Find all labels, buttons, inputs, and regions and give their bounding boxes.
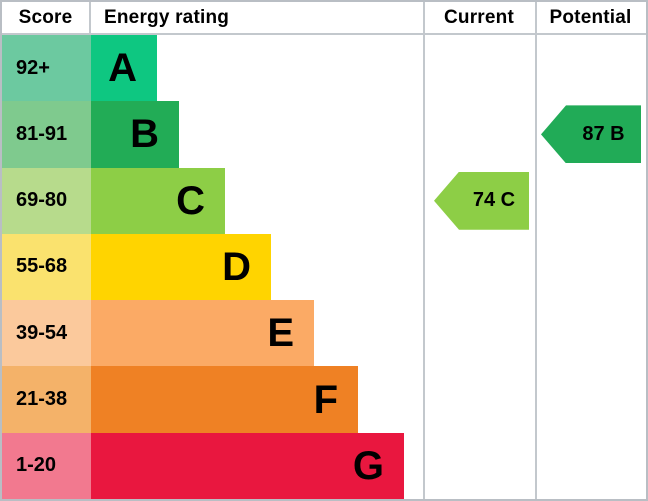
band-row-d: 55-68 D bbox=[2, 233, 646, 301]
potential-rating-label: 87 B bbox=[582, 122, 625, 145]
score-range-g: 1-20 bbox=[2, 432, 91, 499]
header-energy-rating: Energy rating bbox=[104, 6, 230, 28]
score-range-f: 21-38 bbox=[2, 366, 91, 433]
score-range-e: 39-54 bbox=[2, 300, 91, 367]
band-bar-e: E bbox=[91, 300, 314, 367]
band-row-a: 92+ A bbox=[2, 35, 646, 102]
band-bar-c: C bbox=[91, 167, 225, 234]
potential-rating-arrow-icon: 87 B bbox=[541, 105, 641, 164]
band-row-c: 69-80 C bbox=[2, 167, 646, 234]
header-score: Score bbox=[2, 2, 91, 33]
band-rows: 92+ A 81-91 B 69-80 C 55-68 D 39-54 E 21-38 F 1-20 G bbox=[2, 35, 646, 499]
potential-column-divider bbox=[535, 2, 537, 499]
header-current: Current bbox=[443, 6, 514, 28]
score-range-c: 69-80 bbox=[2, 167, 91, 234]
band-bar-d: D bbox=[91, 233, 271, 301]
band-bar-b: B bbox=[91, 101, 179, 168]
header-potential: Potential bbox=[549, 6, 632, 28]
score-range-a: 92+ bbox=[2, 35, 91, 102]
score-range-d: 55-68 bbox=[2, 233, 91, 301]
chart-header: Score Energy rating Current Potential bbox=[2, 2, 646, 35]
score-range-b: 81-91 bbox=[2, 101, 91, 168]
current-rating-label: 74 C bbox=[472, 189, 516, 212]
band-row-f: 21-38 F bbox=[2, 366, 646, 433]
band-row-b: 81-91 B bbox=[2, 101, 646, 168]
band-bar-a: A bbox=[91, 35, 157, 102]
band-row-g: 1-20 G bbox=[2, 432, 646, 499]
band-bar-g: G bbox=[91, 432, 404, 499]
current-column-divider bbox=[423, 2, 425, 499]
band-row-e: 39-54 E bbox=[2, 300, 646, 367]
band-bar-f: F bbox=[91, 366, 358, 433]
